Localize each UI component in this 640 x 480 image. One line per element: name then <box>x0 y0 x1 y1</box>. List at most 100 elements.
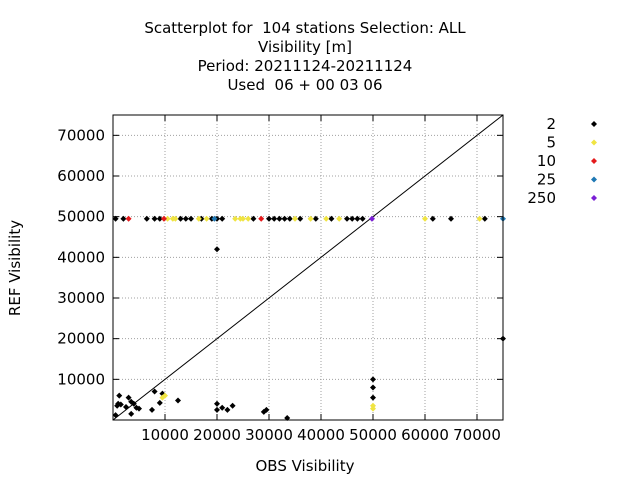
data-point-2 <box>151 215 158 222</box>
data-point-2 <box>219 215 226 222</box>
data-point-2 <box>281 215 288 222</box>
data-point-2 <box>130 400 137 407</box>
x-tick-label: 20000 <box>193 426 241 444</box>
data-point-2 <box>117 401 124 408</box>
data-point-5 <box>203 215 210 222</box>
data-point-2 <box>266 215 272 222</box>
title-line: Visibility [m] <box>258 38 352 56</box>
data-point-5 <box>336 215 343 222</box>
data-point-2 <box>214 400 220 407</box>
data-point-2 <box>250 215 257 222</box>
grid <box>113 115 503 420</box>
data-point-250 <box>368 215 375 222</box>
data-point-2 <box>370 384 376 391</box>
data-point-5 <box>195 215 202 222</box>
data-point-5 <box>307 215 314 222</box>
data-point-2 <box>229 402 236 409</box>
data-point-10 <box>160 215 167 222</box>
data-point-2 <box>284 414 291 421</box>
data-point-2 <box>370 376 376 383</box>
y-tick-label: 70000 <box>57 126 105 144</box>
y-tick-label: 40000 <box>57 248 105 266</box>
data-point-2 <box>359 215 366 222</box>
data-point-2 <box>214 406 220 413</box>
data-point-2 <box>214 246 220 253</box>
data-point-2 <box>151 388 158 395</box>
data-point-2 <box>128 410 135 417</box>
x-tick-label: 60000 <box>401 426 449 444</box>
data-point-2 <box>136 405 142 412</box>
legend-marker <box>591 176 597 183</box>
data-point-2 <box>328 215 335 222</box>
y-tick-label: 30000 <box>57 289 105 307</box>
data-point-5 <box>240 215 246 222</box>
y-axis-label: REF Visibility <box>6 220 24 316</box>
x-tick-label: 30000 <box>245 426 293 444</box>
legend-marker <box>591 121 597 127</box>
legend-marker <box>591 158 597 164</box>
data-point-2 <box>120 215 127 222</box>
data-point-2 <box>175 397 181 404</box>
data-point-2 <box>349 215 356 222</box>
legend-marker <box>591 139 597 146</box>
y-tick-label: 20000 <box>57 330 105 348</box>
data-point-2 <box>312 215 319 222</box>
data-point-2 <box>143 215 150 222</box>
data-point-2 <box>297 215 304 222</box>
data-point-2 <box>429 215 436 222</box>
data-point-2 <box>448 215 454 222</box>
data-point-2 <box>481 215 488 222</box>
data-point-2 <box>263 406 270 413</box>
data-point-2 <box>156 215 163 222</box>
data-point-2 <box>125 394 132 401</box>
data-point-2 <box>156 399 163 406</box>
data-point-5 <box>422 215 428 222</box>
data-point-2 <box>286 215 293 222</box>
title-line: Used 06 + 00 03 06 <box>227 76 382 94</box>
data-point-5 <box>370 405 376 412</box>
data-points <box>112 215 506 421</box>
data-point-25 <box>211 215 218 222</box>
plot-frame <box>112 114 504 421</box>
data-point-2 <box>112 215 119 222</box>
data-point-5 <box>245 215 252 222</box>
data-point-10 <box>258 215 265 222</box>
legend-label: 250 <box>527 189 556 207</box>
data-point-2 <box>224 406 231 413</box>
data-point-2 <box>123 403 129 410</box>
x-tick-label: 50000 <box>349 426 397 444</box>
legend-label: 2 <box>546 115 556 133</box>
data-point-2 <box>344 215 350 222</box>
reference-line <box>112 114 504 421</box>
data-point-2 <box>149 406 155 413</box>
data-point-2 <box>112 412 119 419</box>
data-point-2 <box>182 215 189 222</box>
data-point-5 <box>323 215 330 222</box>
data-point-5 <box>476 215 483 222</box>
data-point-2 <box>116 392 123 399</box>
data-point-2 <box>188 215 194 222</box>
data-point-5 <box>292 215 298 222</box>
axis-ticks: 10000 20000 30000 40000 50000 60000 7000010000… <box>57 115 503 444</box>
data-point-2 <box>276 215 283 222</box>
x-tick-label: 10000 <box>141 426 189 444</box>
legend-label: 10 <box>537 152 556 170</box>
title-line: Scatterplot for 104 stations Selection: … <box>144 19 466 37</box>
data-point-2 <box>219 404 226 411</box>
title-line: Period: 20211124-20211124 <box>198 57 413 75</box>
y-tick-label: 10000 <box>57 370 105 388</box>
legend-marker <box>591 195 597 201</box>
data-point-2 <box>271 215 278 222</box>
data-point-5 <box>162 392 168 399</box>
diagonal-line <box>112 114 504 421</box>
data-point-2 <box>370 394 376 401</box>
chart-title: Scatterplot for 104 stations Selection: … <box>144 19 466 94</box>
legend-label: 25 <box>537 171 556 189</box>
data-point-5 <box>164 215 171 222</box>
data-point-5 <box>232 215 239 222</box>
x-axis-label: OBS Visibility <box>256 457 355 475</box>
data-point-2 <box>177 215 184 222</box>
x-tick-label: 70000 <box>453 426 501 444</box>
data-point-10 <box>125 215 132 222</box>
